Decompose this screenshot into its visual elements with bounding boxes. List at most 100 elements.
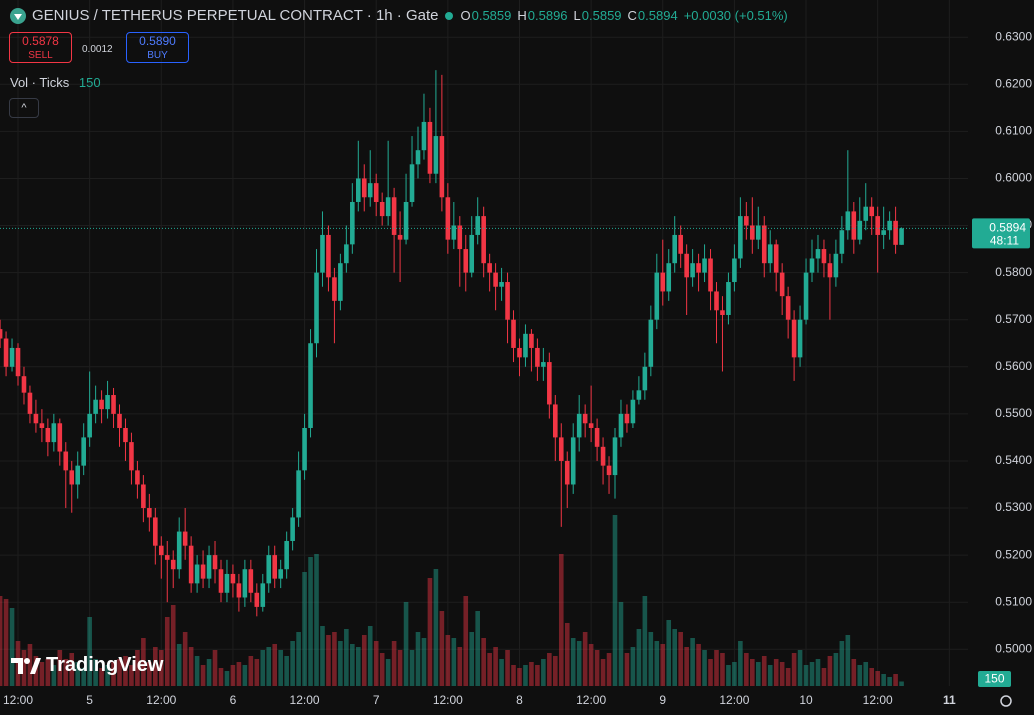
volume-bar xyxy=(218,668,224,686)
volume-bar xyxy=(875,671,880,686)
candle-body xyxy=(505,282,510,320)
candle-body xyxy=(451,225,457,240)
candle-body xyxy=(206,555,212,579)
candle-body xyxy=(773,244,779,273)
volume-bar xyxy=(451,638,457,686)
volume-bar xyxy=(791,653,797,686)
open-label: O xyxy=(460,8,471,23)
volume-bar xyxy=(618,602,624,686)
volume-bar xyxy=(654,641,660,686)
high-value: 0.5896 xyxy=(527,8,568,23)
candle-body xyxy=(463,249,469,273)
volume-bar xyxy=(517,668,522,686)
candle-body xyxy=(875,216,880,235)
candle-body xyxy=(51,423,57,443)
collapse-button[interactable]: ^ xyxy=(9,98,39,118)
volume-bar xyxy=(630,647,636,686)
candle-body xyxy=(541,362,546,367)
volume-bar xyxy=(27,644,33,686)
y-tick-label: 0.5200 xyxy=(995,547,1032,561)
candle-body xyxy=(726,282,731,315)
volume-bar xyxy=(606,653,612,686)
candle-body xyxy=(839,230,845,254)
header: GENIUS / TETHERUS PERPETUAL CONTRACT · 1… xyxy=(10,7,788,24)
volume-bar xyxy=(553,656,558,686)
candle-body xyxy=(63,451,69,471)
candle-body xyxy=(594,427,600,447)
candle-body xyxy=(123,427,128,443)
candle-body xyxy=(188,545,194,584)
candle-body xyxy=(684,253,689,278)
y-tick-label: 0.5400 xyxy=(995,453,1032,467)
volume-bar xyxy=(21,650,27,686)
candle-body xyxy=(111,395,116,414)
symbol-title[interactable]: GENIUS / TETHERUS PERPETUAL CONTRACT · 1… xyxy=(32,7,439,24)
candle-body xyxy=(350,201,355,245)
buy-button[interactable]: 0.5890 BUY xyxy=(126,32,189,63)
volume-bar xyxy=(427,578,433,686)
volume-bar xyxy=(684,647,689,686)
x-tick-label: 10 xyxy=(799,693,813,707)
volume-bar xyxy=(624,653,630,686)
volume-bar xyxy=(367,626,373,686)
volume-bar xyxy=(511,665,516,686)
candle-body xyxy=(373,183,379,202)
volume-bar xyxy=(755,662,761,686)
volume-bar xyxy=(421,638,427,686)
settings-icon[interactable] xyxy=(1000,695,1012,707)
volume-bar xyxy=(797,650,803,686)
volume-bar xyxy=(9,608,15,686)
candle-body xyxy=(815,249,821,259)
candle-body xyxy=(499,282,504,287)
candle-body xyxy=(630,399,636,424)
candle-body xyxy=(266,555,272,584)
symbol-icon xyxy=(10,7,26,24)
candle-body xyxy=(176,531,182,570)
volume-bar xyxy=(463,596,469,686)
volume-bar xyxy=(0,596,3,686)
buy-price: 0.5890 xyxy=(139,34,176,48)
indicator-legend[interactable]: Vol · Ticks 150 xyxy=(10,75,101,90)
volume-bar xyxy=(702,650,707,686)
volume-bar xyxy=(361,635,367,686)
volume-bar xyxy=(397,650,403,686)
volume-bar xyxy=(385,659,391,686)
volume-bar xyxy=(200,665,206,686)
candle-body xyxy=(588,423,594,428)
volume-bar xyxy=(821,668,827,686)
volume-bar xyxy=(672,629,678,686)
candle-body xyxy=(296,470,301,518)
volume-bar xyxy=(887,677,892,686)
candle-body xyxy=(117,413,122,428)
volume-bar xyxy=(117,659,122,686)
candle-body xyxy=(475,216,480,235)
y-tick-label: 0.5100 xyxy=(995,594,1032,608)
candle-body xyxy=(355,178,361,202)
candle-body xyxy=(260,583,266,607)
volume-bar xyxy=(141,638,146,686)
x-tick-label: 12:00 xyxy=(433,693,463,707)
volume-bar xyxy=(260,650,266,686)
candle-body xyxy=(57,423,63,452)
volume-bar xyxy=(439,611,445,686)
volume-bar xyxy=(505,650,510,686)
volume-bar xyxy=(379,653,385,686)
candle-body xyxy=(147,508,152,518)
candle-body xyxy=(27,392,33,414)
candle-body xyxy=(230,573,236,584)
candle-body xyxy=(666,263,672,292)
candle-body xyxy=(379,201,385,217)
candle-body xyxy=(720,310,725,315)
candle-body xyxy=(863,206,869,221)
candle-body xyxy=(182,531,188,546)
candle-body xyxy=(158,545,164,556)
x-tick-label: 7 xyxy=(373,693,380,707)
candle-body xyxy=(170,559,176,570)
sell-button[interactable]: 0.5878 SELL xyxy=(9,32,72,63)
candle-body xyxy=(750,225,755,240)
candle-body xyxy=(708,258,713,292)
volume-bar xyxy=(857,665,863,686)
volume-bar xyxy=(588,644,594,686)
x-tick-label: 6 xyxy=(230,693,237,707)
candle-body xyxy=(129,442,134,471)
